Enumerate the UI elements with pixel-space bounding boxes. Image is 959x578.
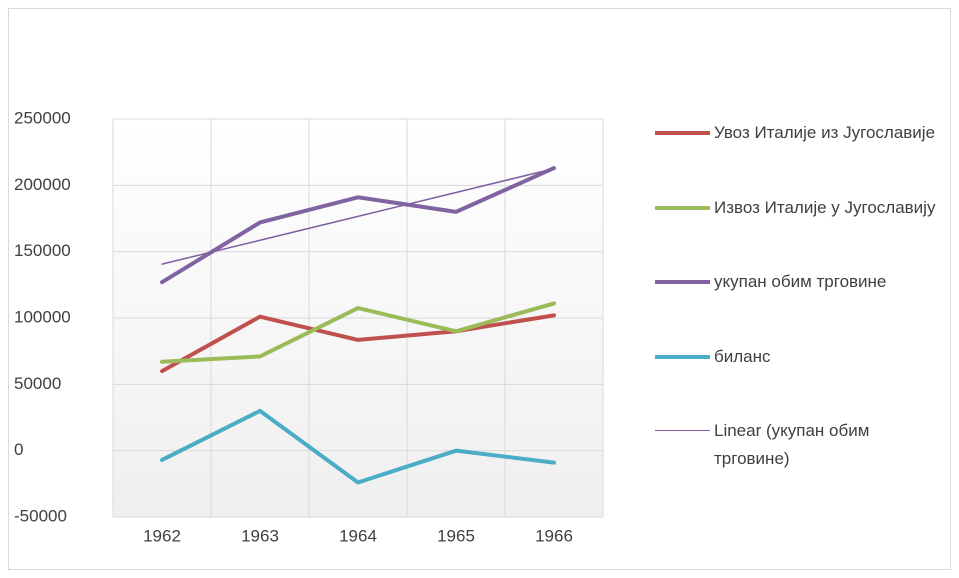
y-tick-label: -50000 xyxy=(14,506,67,525)
legend-line xyxy=(655,131,710,135)
x-tick-label: 1965 xyxy=(437,526,475,545)
x-tick-label: 1963 xyxy=(241,526,279,545)
x-tick-label: 1964 xyxy=(339,526,377,545)
legend-label: биланс xyxy=(714,346,771,366)
y-tick-label: 50000 xyxy=(14,374,61,393)
legend-line xyxy=(655,354,710,359)
y-tick-label: 100000 xyxy=(14,307,71,326)
legend-label: Извоз Италије у Југославију xyxy=(714,197,936,217)
legend-label: Linear (укупан обим трговине) xyxy=(714,421,870,468)
series-line xyxy=(160,313,556,374)
legend-swatch xyxy=(655,417,710,445)
y-tick-label: 150000 xyxy=(14,241,71,260)
legend-item: Увоз Италије из Југославије xyxy=(655,119,955,147)
x-tick-label: 1966 xyxy=(535,526,573,545)
y-tick-label: 0 xyxy=(14,440,23,459)
legend-swatch xyxy=(655,343,710,371)
legend-line xyxy=(655,430,710,432)
legend-swatch xyxy=(655,268,710,296)
legend-swatch xyxy=(655,119,710,147)
series-line xyxy=(160,166,556,285)
legend-swatch xyxy=(655,194,710,222)
legend-item: укупан обим трговине xyxy=(655,268,955,296)
legend-label: Увоз Италије из Југославије xyxy=(714,123,936,142)
legend-label: укупан обим трговине xyxy=(714,272,887,291)
y-tick-label: 250000 xyxy=(14,108,71,127)
y-tick-label: 200000 xyxy=(14,175,71,194)
legend-item: Извоз Италије у Југославију xyxy=(655,194,955,222)
legend-line xyxy=(655,280,710,284)
series-line xyxy=(161,167,555,265)
x-tick-label: 1962 xyxy=(143,526,181,545)
legend-line xyxy=(655,205,710,210)
legend-item: биланс xyxy=(655,343,955,371)
legend-item: Linear (укупан обим трговине) xyxy=(655,417,955,473)
series-line xyxy=(160,408,556,485)
series-line xyxy=(160,301,556,364)
